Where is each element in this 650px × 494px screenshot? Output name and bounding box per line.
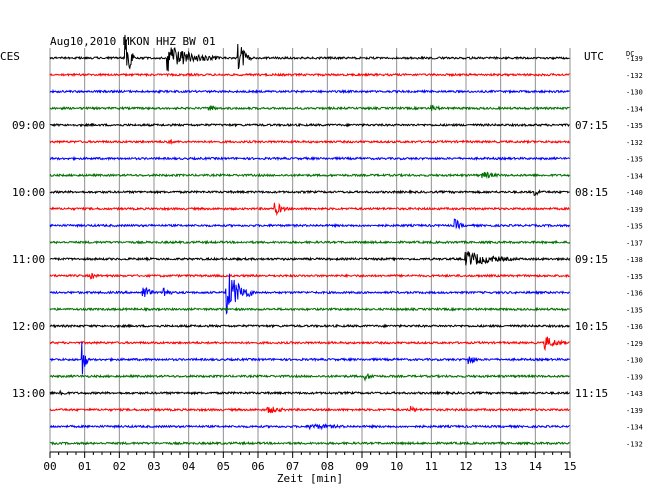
- dc-value: -130: [626, 89, 643, 97]
- dc-value: -143: [626, 390, 643, 398]
- dc-value: -138: [626, 256, 643, 264]
- seismic-trace: [49, 341, 570, 375]
- x-tick-label: 08: [321, 460, 334, 473]
- x-tick-label: 14: [529, 460, 543, 473]
- seismic-trace: [49, 88, 570, 95]
- left-time-label: 13:00: [12, 387, 45, 400]
- dc-value: -136: [626, 290, 643, 298]
- right-time-label: 10:15: [575, 320, 608, 333]
- dc-value: -136: [626, 323, 643, 331]
- dc-value: -140: [626, 189, 643, 197]
- dc-values: -139 -132 -130 -134 -135 -132 -135 -134 -140 -139…: [626, 55, 643, 448]
- seismic-trace: [49, 251, 571, 266]
- seismic-trace: [49, 336, 570, 352]
- dc-value: -130: [626, 357, 643, 365]
- x-axis: 00 01 02 03 04 05 06 07 08 09 10 11 12 13 14 15: [43, 451, 577, 473]
- seismic-trace: [49, 218, 571, 230]
- dc-value: -132: [626, 72, 643, 80]
- x-tick-label: 01: [78, 460, 91, 473]
- x-tick-label: 15: [563, 460, 576, 473]
- x-tick-label: 04: [182, 460, 196, 473]
- x-tick-label: 02: [113, 460, 126, 473]
- right-time-label: 09:15: [575, 253, 608, 266]
- x-tick-label: 06: [251, 460, 264, 473]
- dc-value: -134: [626, 172, 643, 180]
- dc-header-label: DC: [626, 50, 634, 58]
- x-tick-label: 05: [217, 460, 230, 473]
- seismic-trace: [49, 202, 570, 217]
- seismic-trace: [49, 34, 570, 72]
- left-time-label: 10:00: [12, 186, 45, 199]
- right-timezone-label: UTC: [584, 50, 604, 63]
- x-tick-label: 11: [425, 460, 438, 473]
- dc-value: -129: [626, 340, 643, 348]
- seismic-trace: [49, 104, 570, 111]
- left-timezone-label: CES: [0, 50, 20, 63]
- seismic-trace: [49, 373, 570, 382]
- dc-value: -135: [626, 156, 643, 164]
- seismic-trace: [49, 72, 570, 78]
- x-tick-label: 12: [459, 460, 472, 473]
- x-tick-label: 13: [494, 460, 507, 473]
- dc-value: -134: [626, 105, 643, 113]
- dc-value: -135: [626, 223, 643, 231]
- x-tick-label: 09: [355, 460, 368, 473]
- right-time-label: 08:15: [575, 186, 608, 199]
- dc-value: -135: [626, 306, 643, 314]
- seismic-trace: [49, 138, 571, 145]
- x-tick-label: 03: [147, 460, 160, 473]
- trace-lines: [49, 34, 571, 446]
- seismic-trace: [49, 122, 570, 128]
- seismic-trace: [49, 440, 570, 446]
- right-time-label: 11:15: [575, 387, 608, 400]
- left-time-label: 09:00: [12, 119, 45, 132]
- seismic-trace: [49, 389, 570, 396]
- x-tick-label: 00: [43, 460, 56, 473]
- dc-value: -135: [626, 273, 643, 281]
- seismic-trace: [49, 306, 570, 312]
- left-time-labels: 09:00 10:00 11:00 12:00 13:00: [12, 119, 45, 400]
- dc-value: -132: [626, 139, 643, 147]
- right-time-label: 07:15: [575, 119, 608, 132]
- left-time-label: 12:00: [12, 320, 45, 333]
- x-tick-label: 07: [286, 460, 299, 473]
- dc-value: -137: [626, 239, 643, 247]
- grid-lines: [49, 48, 571, 452]
- dc-value: -139: [626, 373, 643, 381]
- seismic-trace: [49, 155, 570, 162]
- left-time-label: 11:00: [12, 253, 45, 266]
- seismic-trace: [49, 423, 570, 431]
- dc-value: -139: [626, 206, 643, 214]
- seismic-trace: [49, 273, 570, 315]
- seismic-trace: [49, 171, 570, 180]
- dc-value: -139: [626, 55, 643, 63]
- dc-value: -134: [626, 424, 643, 432]
- seismic-trace: [49, 405, 570, 414]
- seismic-trace: [49, 272, 570, 280]
- x-tick-label: 10: [390, 460, 403, 473]
- x-axis-label: Zeit [min]: [277, 472, 343, 485]
- seismic-trace: [49, 189, 570, 197]
- seismic-trace: [49, 239, 571, 245]
- dc-value: -135: [626, 122, 643, 130]
- dc-value: -132: [626, 440, 643, 448]
- right-time-labels: 07:15 08:15 09:15 10:15 11:15: [575, 119, 608, 400]
- chart-title: Aug10,2010 MKON HHZ BW 01: [50, 35, 216, 48]
- seismic-trace: [49, 323, 570, 329]
- dc-value: -139: [626, 407, 643, 415]
